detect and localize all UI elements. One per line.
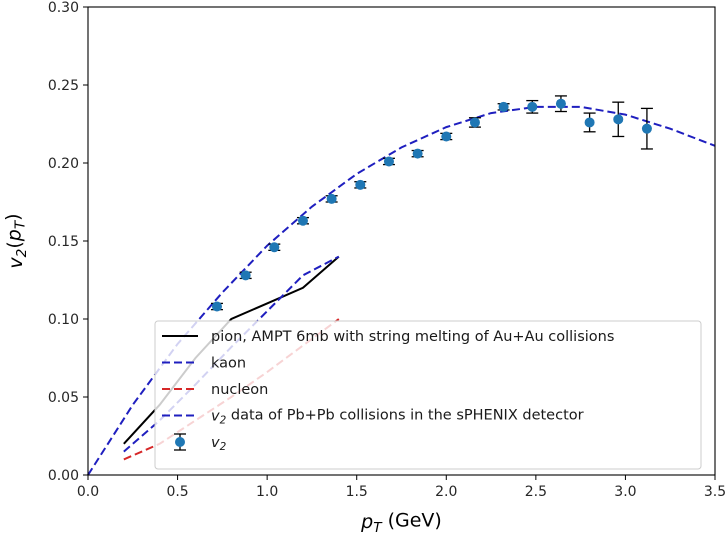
- legend-label: nucleon: [211, 382, 268, 398]
- data-point: [641, 123, 652, 134]
- x-tick-label: 0.0: [77, 484, 99, 500]
- x-tick-label: 0.5: [166, 484, 188, 500]
- x-tick-label: 1.0: [256, 484, 278, 500]
- y-tick-label: 0.05: [48, 390, 79, 406]
- legend: pion, AMPT 6mb with string melting of Au…: [154, 320, 702, 470]
- legend-item-nucleon: nucleon: [162, 382, 268, 398]
- x-axis-title: pT​ (GeV): [360, 509, 442, 536]
- data-point: [211, 301, 222, 312]
- y-axis-title: v2​(pT​): [2, 213, 30, 268]
- x-tick-label: 3.5: [704, 484, 726, 500]
- legend-item-kaon: kaon: [162, 356, 246, 372]
- legend-label: kaon: [211, 356, 246, 372]
- axis-ticks: 0.0 0.5 1.0 1.5 2.0 2.5 3.0 3.5 0.00 0.05 0.10 0.15…: [48, 0, 726, 500]
- data-point: [355, 179, 366, 190]
- legend-marker: [175, 437, 185, 447]
- data-point: [326, 193, 337, 204]
- y-tick-label: 0.20: [48, 156, 79, 172]
- legend-label: v2​: [211, 435, 226, 453]
- data-point: [441, 131, 452, 142]
- y-tick-label: 0.00: [48, 468, 79, 484]
- legend-label: pion, AMPT 6mb with string melting of Au…: [211, 329, 614, 345]
- y-tick-label: 0.25: [48, 78, 79, 94]
- data-point: [240, 270, 251, 281]
- legend-label: v2​ data of Pb+Pb collisions in the sPHE…: [211, 407, 584, 426]
- data-point: [383, 156, 394, 167]
- legend-item-v-2: v2​: [174, 433, 226, 453]
- legend-item-v-2-data-of-pb-pb-collisions-in-the-sphenix-detector: v2​ data of Pb+Pb collisions in the sPHE…: [162, 407, 584, 427]
- data-point: [469, 117, 480, 128]
- data-point: [527, 101, 538, 112]
- data-point: [269, 242, 280, 253]
- legend-item-pion-ampt-6mb-with-string-melting-of-au-au-collisions: pion, AMPT 6mb with string melting of Au…: [162, 329, 614, 345]
- data-point: [498, 101, 509, 112]
- y-tick-label: 0.30: [48, 0, 79, 16]
- data-point: [297, 215, 308, 226]
- x-tick-label: 1.5: [346, 484, 368, 500]
- y-tick-label: 0.10: [48, 312, 79, 328]
- y-tick-label: 0.15: [48, 234, 79, 250]
- x-tick-label: 2.5: [525, 484, 547, 500]
- data-point: [584, 117, 595, 128]
- legend-box: [154, 320, 702, 470]
- x-tick-label: 2.0: [435, 484, 457, 500]
- data-point: [555, 98, 566, 109]
- data-point: [613, 114, 624, 125]
- data-point: [412, 148, 423, 159]
- series-v-2: [210, 95, 653, 312]
- x-tick-label: 3.0: [614, 484, 636, 500]
